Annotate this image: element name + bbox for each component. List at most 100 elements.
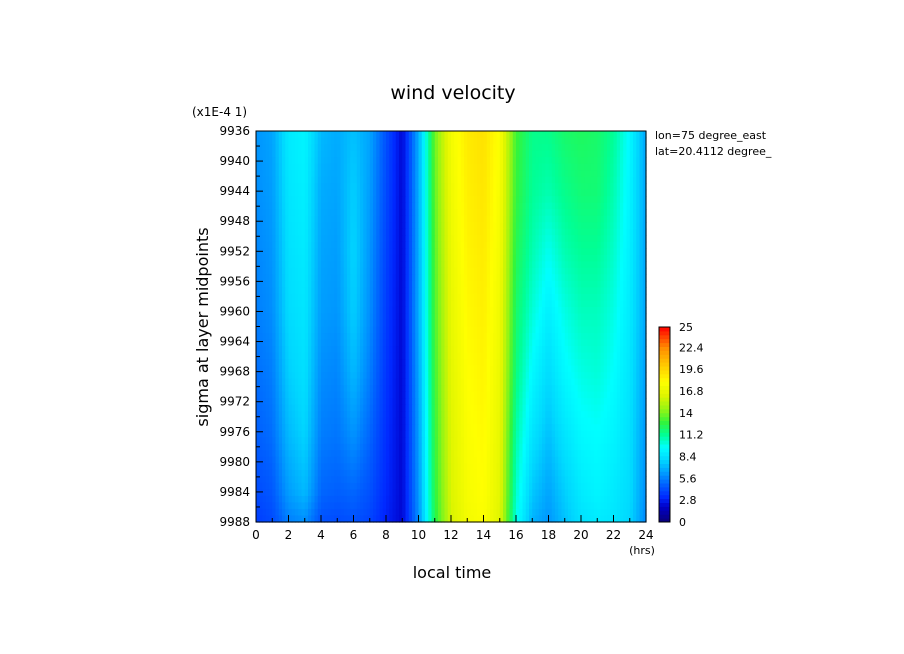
contour-cell: [577, 157, 582, 165]
contour-cell: [321, 222, 325, 230]
contour-cell: [496, 131, 501, 139]
contour-cell: [551, 306, 556, 315]
contour-cell: [428, 176, 433, 184]
contour-cell: [308, 326, 312, 334]
contour-cell: [421, 131, 426, 139]
contour-cell: [415, 144, 420, 152]
contour-cell: [444, 378, 449, 386]
contour-cell: [366, 183, 371, 191]
contour-cell: [298, 378, 303, 386]
contour-cell: [431, 359, 436, 367]
contour-cell: [392, 326, 397, 334]
contour-cell: [340, 241, 345, 249]
contour-cell: [594, 359, 598, 367]
contour-cell: [519, 215, 524, 223]
contour-cell: [483, 215, 488, 223]
contour-cell: [324, 241, 329, 249]
contour-cell: [363, 391, 368, 399]
contour-cell: [337, 398, 342, 406]
contour-cell: [275, 235, 280, 243]
contour-cell: [548, 333, 553, 341]
contour-cell: [477, 274, 481, 282]
contour-cell: [369, 339, 374, 347]
contour-cell: [314, 157, 319, 165]
contour-cell: [444, 274, 449, 282]
contour-cell: [308, 287, 312, 295]
contour-cell: [304, 131, 309, 139]
contour-cell: [295, 131, 299, 139]
contour-cell: [382, 398, 387, 406]
contour-cell: [486, 170, 491, 178]
contour-cell: [447, 352, 452, 360]
contour-cell: [483, 398, 488, 406]
contour-cell: [438, 287, 442, 295]
contour-cell: [330, 313, 335, 321]
contour-cell: [376, 398, 381, 406]
contour-cell: [298, 319, 303, 328]
contour-cell: [558, 359, 563, 367]
contour-cell: [633, 385, 637, 393]
contour-cell: [428, 300, 433, 308]
contour-cell: [493, 235, 498, 243]
contour-cell: [399, 176, 403, 184]
contour-cell: [486, 157, 491, 165]
contour-cell: [330, 267, 335, 275]
contour-cell: [389, 319, 394, 328]
contour-cell: [525, 157, 530, 165]
contour-cell: [412, 228, 416, 236]
contour-cell: [327, 261, 332, 269]
contour-cell: [356, 378, 361, 386]
contour-cell: [438, 202, 442, 210]
contour-cell: [366, 150, 371, 158]
contour-cell: [551, 391, 556, 399]
contour-cell: [324, 372, 329, 380]
contour-cell: [282, 267, 286, 275]
contour-cell: [441, 326, 446, 334]
contour-cell: [434, 306, 439, 315]
contour-cell: [382, 248, 387, 256]
contour-cell: [571, 157, 576, 165]
contour-cell: [548, 254, 553, 262]
contour-cell: [568, 267, 572, 275]
contour-cell: [512, 319, 517, 328]
contour-cell: [610, 196, 615, 204]
contour-cell: [402, 306, 407, 315]
contour-cell: [597, 144, 602, 152]
contour-cell: [613, 372, 618, 380]
contour-cell: [337, 196, 342, 204]
contour-cell: [626, 235, 631, 243]
contour-cell: [633, 326, 637, 334]
contour-cell: [486, 202, 491, 210]
contour-cell: [603, 313, 608, 321]
contour-cell: [350, 261, 355, 269]
contour-cell: [581, 137, 585, 145]
contour-cell: [551, 137, 556, 145]
contour-cell: [616, 378, 621, 386]
contour-cell: [441, 170, 446, 178]
contour-cell: [415, 352, 420, 360]
contour-cell: [360, 150, 364, 158]
contour-cell: [386, 346, 390, 354]
contour-cell: [330, 228, 335, 236]
contour-cell: [278, 131, 283, 139]
contour-cell: [366, 300, 371, 308]
contour-cell: [639, 202, 644, 210]
contour-cell: [317, 385, 322, 393]
contour-cell: [600, 235, 605, 243]
contour-cell: [529, 144, 533, 152]
contour-cell: [256, 144, 260, 152]
contour-cell: [470, 365, 475, 373]
contour-cell: [295, 306, 299, 315]
contour-cell: [288, 378, 293, 386]
contour-cell: [603, 267, 608, 275]
contour-cell: [620, 176, 624, 184]
contour-cell: [298, 144, 303, 152]
contour-cell: [600, 150, 605, 158]
contour-cell: [568, 359, 572, 367]
contour-cell: [314, 391, 319, 399]
contour-cell: [425, 202, 429, 210]
contour-cell: [285, 274, 290, 282]
contour-cell: [269, 319, 273, 328]
contour-cell: [272, 189, 277, 197]
contour-cell: [610, 385, 615, 393]
